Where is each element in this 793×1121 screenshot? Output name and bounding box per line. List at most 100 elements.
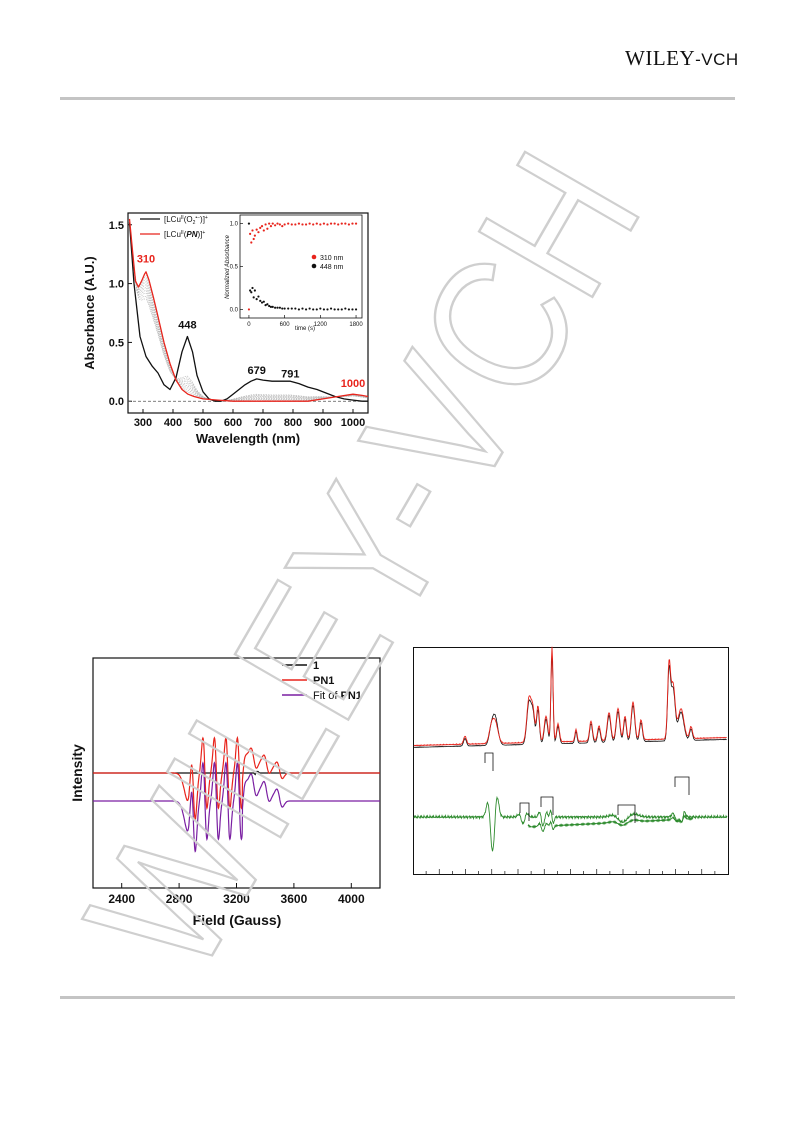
inset-point-448	[294, 307, 297, 310]
inset-point-448	[283, 307, 286, 310]
epr-x-tick-label: 4000	[338, 892, 365, 906]
inset-point-310	[354, 222, 358, 225]
inset-point-310	[251, 229, 254, 232]
inset-point-310	[283, 223, 286, 226]
inset-legend-448: 448 nm	[320, 264, 344, 271]
inset-point-310	[274, 224, 277, 227]
uv-vis-x-tick-label: 300	[134, 417, 152, 429]
inset-point-448	[351, 308, 354, 311]
inset-point-448	[249, 289, 252, 292]
spectra-bracket-markers	[484, 752, 690, 823]
epr-legend-entry-2: PN1	[313, 675, 334, 687]
uv-vis-x-tick-label: 400	[164, 417, 182, 429]
inset-point-448	[274, 306, 277, 309]
uv-vis-legend-entry-2: [LCuII(PN)]+	[164, 230, 205, 239]
uv-vis-intermediate-trace	[129, 219, 368, 401]
inset-x-tick-label: 600	[280, 322, 291, 328]
uv-vis-peak-label: 791	[281, 369, 299, 381]
inset-point-448	[255, 298, 258, 301]
uv-vis-y-tick-label: 0.5	[109, 337, 124, 349]
inset-point-310	[259, 226, 262, 229]
uv-vis-chart: 300 400 500 600 700 800 900 1000 0.0 0.5 1.0 1.5 31…	[82, 212, 369, 446]
uv-vis-peak-label: 1000	[341, 378, 365, 390]
inset-point-448	[347, 308, 351, 311]
inset-point-448	[253, 289, 256, 292]
inset-point-310	[333, 222, 336, 225]
spectra-plot-frame	[413, 647, 729, 875]
inset-x-tick-label: 0	[247, 322, 251, 328]
inset-point-448	[262, 300, 265, 303]
spectra-series-2	[413, 646, 727, 747]
inset-point-310	[337, 223, 340, 226]
inset-point-448	[276, 306, 279, 309]
epr-legend-entry-1: 1	[313, 660, 319, 672]
epr-series-2	[93, 735, 380, 821]
inset-point-448	[337, 308, 340, 311]
inset-point-448	[301, 307, 304, 310]
uv-vis-y-tick-label: 0.0	[109, 396, 124, 408]
uv-vis-y-label: Absorbance (A.U.)	[82, 256, 97, 369]
inset-x-label: time (s)	[295, 326, 315, 332]
publisher-name: WILEY	[625, 46, 696, 70]
inset-point-448	[266, 303, 269, 306]
inset-y-tick-label: 0.5	[230, 265, 239, 271]
inset-point-310	[255, 228, 258, 231]
inset-point-448	[344, 307, 347, 310]
inset-point-448	[333, 308, 336, 311]
uv-vis-x-tick-label: 800	[284, 417, 302, 429]
uv-vis-y-tick-label: 1.5	[109, 220, 124, 232]
inset-point-310	[247, 308, 251, 311]
inset-point-310	[351, 222, 354, 225]
uv-vis-figure: 300 400 500 600 700 800 900 1000 0.0 0.5 1.0 1.5 31…	[80, 205, 380, 455]
inset-point-448	[354, 308, 358, 311]
inset-point-310	[344, 222, 347, 225]
spectra-figure	[413, 646, 729, 875]
epr-x-tick-label: 3200	[223, 892, 250, 906]
inset-point-448	[326, 308, 329, 311]
epr-x-tick-label: 2400	[108, 892, 135, 906]
inset-point-310	[271, 222, 274, 225]
inset-point-310	[304, 223, 308, 226]
inset-point-310	[290, 223, 293, 226]
spectra-series-1	[413, 653, 727, 749]
inset-point-310	[315, 222, 318, 225]
inset-point-310	[252, 237, 255, 241]
inset-point-448	[252, 296, 255, 299]
epr-chart: 2400 2800 3200 3600 4000 Field (Gauss) Inten…	[69, 657, 381, 928]
inset-point-448	[308, 307, 311, 310]
inset-point-310	[264, 223, 267, 226]
uv-vis-peak-label: 679	[248, 365, 266, 377]
inset-point-448	[278, 306, 281, 309]
inset-frame	[239, 214, 363, 319]
inset-point-310	[257, 231, 260, 234]
uv-vis-series-1	[128, 222, 368, 402]
inset-point-310	[322, 222, 326, 225]
inset-point-448	[259, 299, 262, 302]
epr-series-3	[93, 760, 380, 853]
inset-point-310	[312, 223, 315, 226]
inset-point-448	[257, 295, 260, 298]
inset-x-tick-label: 1200	[314, 322, 328, 328]
inset-point-310	[340, 222, 343, 225]
spectra-bracket	[674, 776, 690, 795]
uv-vis-legend-entry-1: [LCuII(O2•−)]+	[164, 215, 208, 226]
inset-point-448	[251, 286, 254, 290]
inset-point-448	[271, 305, 274, 308]
inset-point-310	[250, 241, 253, 244]
inset-y-tick-label: 1.0	[230, 222, 239, 228]
inset-point-448	[290, 307, 293, 310]
uv-vis-x-label: Wavelength (nm)	[196, 431, 300, 446]
spectra-bracket	[617, 804, 636, 823]
uv-vis-x-tick-label: 600	[224, 417, 242, 429]
inset-point-448	[268, 304, 271, 308]
inset-point-310	[266, 227, 269, 230]
inset-legend-marker-448	[311, 263, 317, 269]
inset-point-448	[340, 308, 343, 311]
inset-point-310	[347, 223, 351, 226]
uv-vis-intermediate-trace	[129, 219, 368, 401]
inset-legend-marker-310	[311, 254, 317, 260]
inset-point-448	[322, 308, 326, 311]
uv-vis-x-tick-label: 700	[254, 417, 272, 429]
inset-point-448	[250, 291, 253, 294]
